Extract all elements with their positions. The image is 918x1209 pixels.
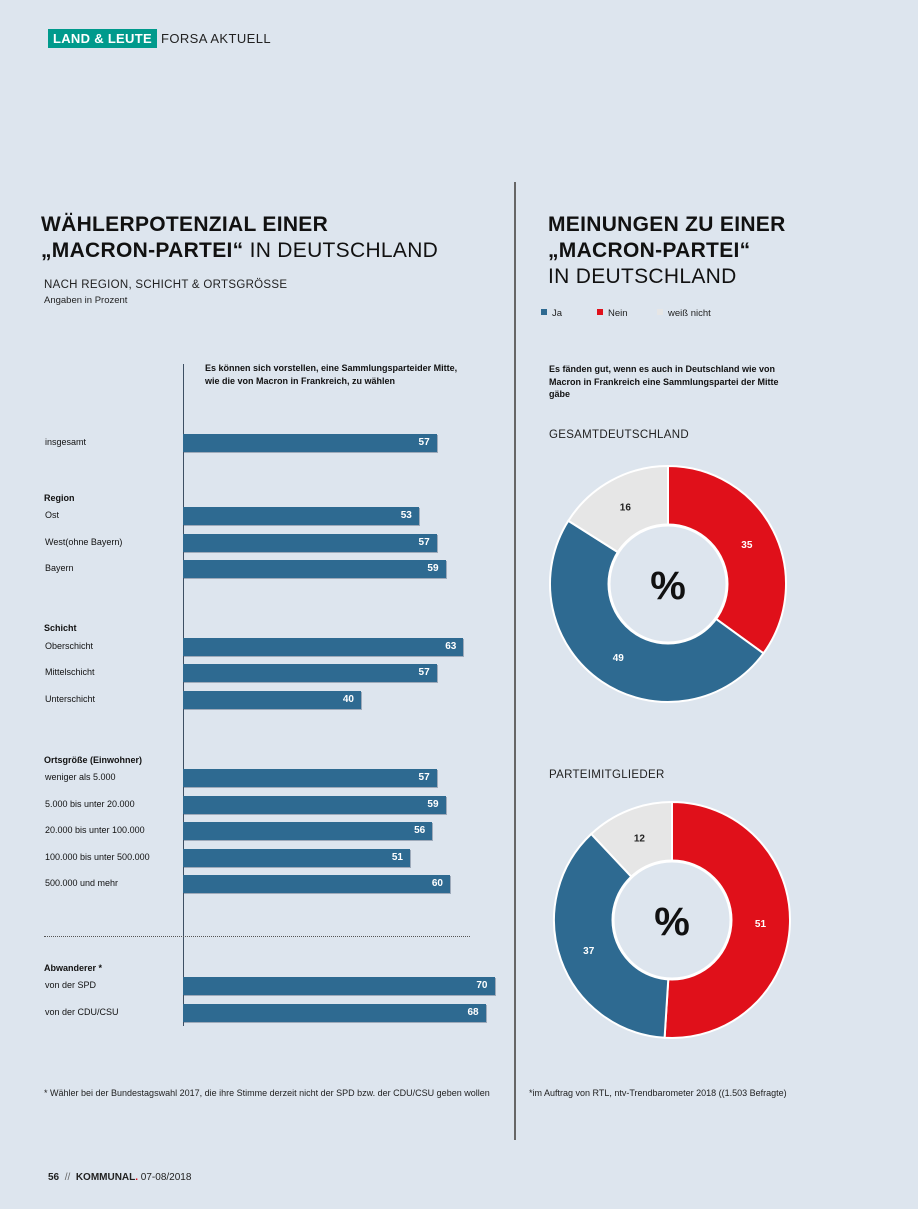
- pie-value-label: 12: [634, 834, 646, 845]
- pie-chart-question: Es fänden gut, wenn es auch in Deutschla…: [549, 364, 779, 399]
- pie-value-label: 51: [755, 919, 767, 930]
- bar: 40: [183, 691, 361, 709]
- bar-value-label: 51: [391, 852, 403, 863]
- brand-name: KOMMUNAL: [75, 1172, 136, 1183]
- donut-hole: [611, 859, 733, 981]
- bar-category-label: Mittelschicht: [45, 667, 95, 677]
- left-title-line1: WÄHLERPOTENZIAL EINER: [41, 213, 329, 236]
- legend-item-nein: Nein: [597, 308, 628, 319]
- left-title: WÄHLERPOTENZIAL EINER „MACRON-PARTEI“ IN…: [41, 212, 438, 264]
- bar-category-label: Oberschicht: [45, 641, 94, 651]
- right-title-line1: MEINUNGEN ZU EINER: [548, 213, 786, 236]
- bar-category-label: Ost: [45, 510, 60, 520]
- bar-chart-question: Es können sich vorstellen, eine Sammlung…: [205, 363, 458, 386]
- bar-value-label: 60: [431, 878, 443, 889]
- bar-category-label: weniger als 5.000: [45, 772, 116, 782]
- pie-value-label: 35: [741, 540, 753, 551]
- bar: 57: [183, 664, 437, 682]
- legend-swatch-ja: [541, 309, 547, 316]
- right-footnote: *im Auftrag von RTL, ntv-Trendbarometer …: [529, 1088, 787, 1098]
- bar-value-label: 68: [467, 1007, 479, 1018]
- bar-value-label: 57: [418, 437, 430, 448]
- bar: 60: [183, 875, 450, 893]
- left-footnote: * Wähler bei der Bundestagswahl 2017, di…: [44, 1088, 490, 1098]
- left-subtitle: NACH REGION, SCHICHT & ORTSGRÖSSE: [44, 279, 288, 291]
- legend-label-weiss-nicht: weiß nicht: [668, 308, 711, 319]
- bar: 51: [183, 849, 410, 867]
- pie-title-parteimitglieder: PARTEIMITGLIEDER: [549, 769, 665, 781]
- bar: 57: [183, 434, 437, 452]
- right-title-line2: „MACRON-PARTEI“: [548, 239, 751, 262]
- left-title-line2-bold: „MACRON-PARTEI“: [41, 239, 244, 262]
- left-title-line2-light: IN DEUTSCHLAND: [243, 239, 439, 262]
- brand-dot: .: [135, 1172, 139, 1183]
- right-title: MEINUNGEN ZU EINER „MACRON-PARTEI“ IN DE…: [548, 212, 786, 290]
- legend-item-ja: Ja: [541, 308, 562, 319]
- percent-symbol: %: [650, 564, 686, 608]
- bar-value-label: 63: [445, 641, 457, 652]
- bar: 70: [183, 977, 495, 995]
- legend-swatch-nein: [597, 309, 603, 316]
- section-kicker: LAND & LEUTE: [48, 29, 157, 48]
- bar: 59: [183, 560, 446, 578]
- left-unit: Angaben in Prozent: [44, 295, 128, 306]
- bar-value-label: 70: [476, 980, 488, 991]
- bar-category-label: Unterschicht: [45, 694, 96, 704]
- group-label: Ortsgröße (Einwohner): [44, 755, 143, 765]
- bar-value-label: 53: [400, 510, 412, 521]
- dotted-separator: [44, 936, 470, 937]
- donut-hole: [607, 523, 729, 645]
- bar-category-label: West(ohne Bayern): [45, 537, 123, 547]
- bar: 63: [183, 638, 464, 656]
- pie-title-gesamt: GESAMTDEUTSCHLAND: [549, 429, 689, 441]
- bar-value-label: 57: [418, 667, 430, 678]
- bar-category-label: 100.000 bis unter 500.000: [45, 852, 150, 862]
- legend-swatch-weiss-nicht: [657, 309, 663, 316]
- bar-value-label: 57: [418, 772, 430, 783]
- bar: 56: [183, 822, 433, 840]
- legend-item-weiss-nicht: weiß nicht: [657, 308, 711, 319]
- bar-category-label: 5.000 bis unter 20.000: [45, 799, 135, 809]
- page-footer: 56 // KOMMUNAL. 07-08/2018: [48, 1172, 191, 1183]
- bar-category-label: Bayern: [45, 563, 74, 573]
- bar: 53: [183, 507, 419, 525]
- bar-value-label: 57: [418, 537, 430, 548]
- issue-label: 07-08/2018: [138, 1172, 192, 1183]
- bar-value-label: 56: [414, 825, 426, 836]
- bar-category-label: 500.000 und mehr: [45, 878, 119, 888]
- group-label: Region: [44, 493, 75, 503]
- legend-label-nein: Nein: [608, 308, 628, 319]
- bar-category-label: von der CDU/CSU: [45, 1007, 119, 1017]
- footer-separator: //: [64, 1172, 71, 1183]
- percent-symbol: %: [654, 900, 690, 944]
- bar-value-label: 40: [342, 694, 354, 705]
- group-label: Schicht: [44, 623, 77, 633]
- bar: 59: [183, 796, 446, 814]
- right-title-line3: IN DEUTSCHLAND: [548, 265, 737, 288]
- group-label: Abwanderer *: [44, 963, 103, 973]
- bar-category-label: von der SPD: [45, 980, 97, 990]
- bar-category-label: insgesamt: [45, 437, 87, 447]
- section-label: FORSA AKTUELL: [161, 31, 271, 46]
- column-divider: [514, 182, 516, 1140]
- pie-value-label: 49: [613, 653, 625, 664]
- pie-value-label: 37: [583, 946, 595, 957]
- bar: 57: [183, 769, 437, 787]
- bar-category-label: 20.000 bis unter 100.000: [45, 825, 145, 835]
- bar: 68: [183, 1004, 486, 1022]
- page-number: 56: [48, 1172, 60, 1183]
- bar-value-label: 59: [427, 563, 439, 574]
- bar: 57: [183, 534, 437, 552]
- bar-value-label: 59: [427, 799, 439, 810]
- pie-value-label: 16: [620, 502, 632, 513]
- legend-label-ja: Ja: [552, 308, 563, 319]
